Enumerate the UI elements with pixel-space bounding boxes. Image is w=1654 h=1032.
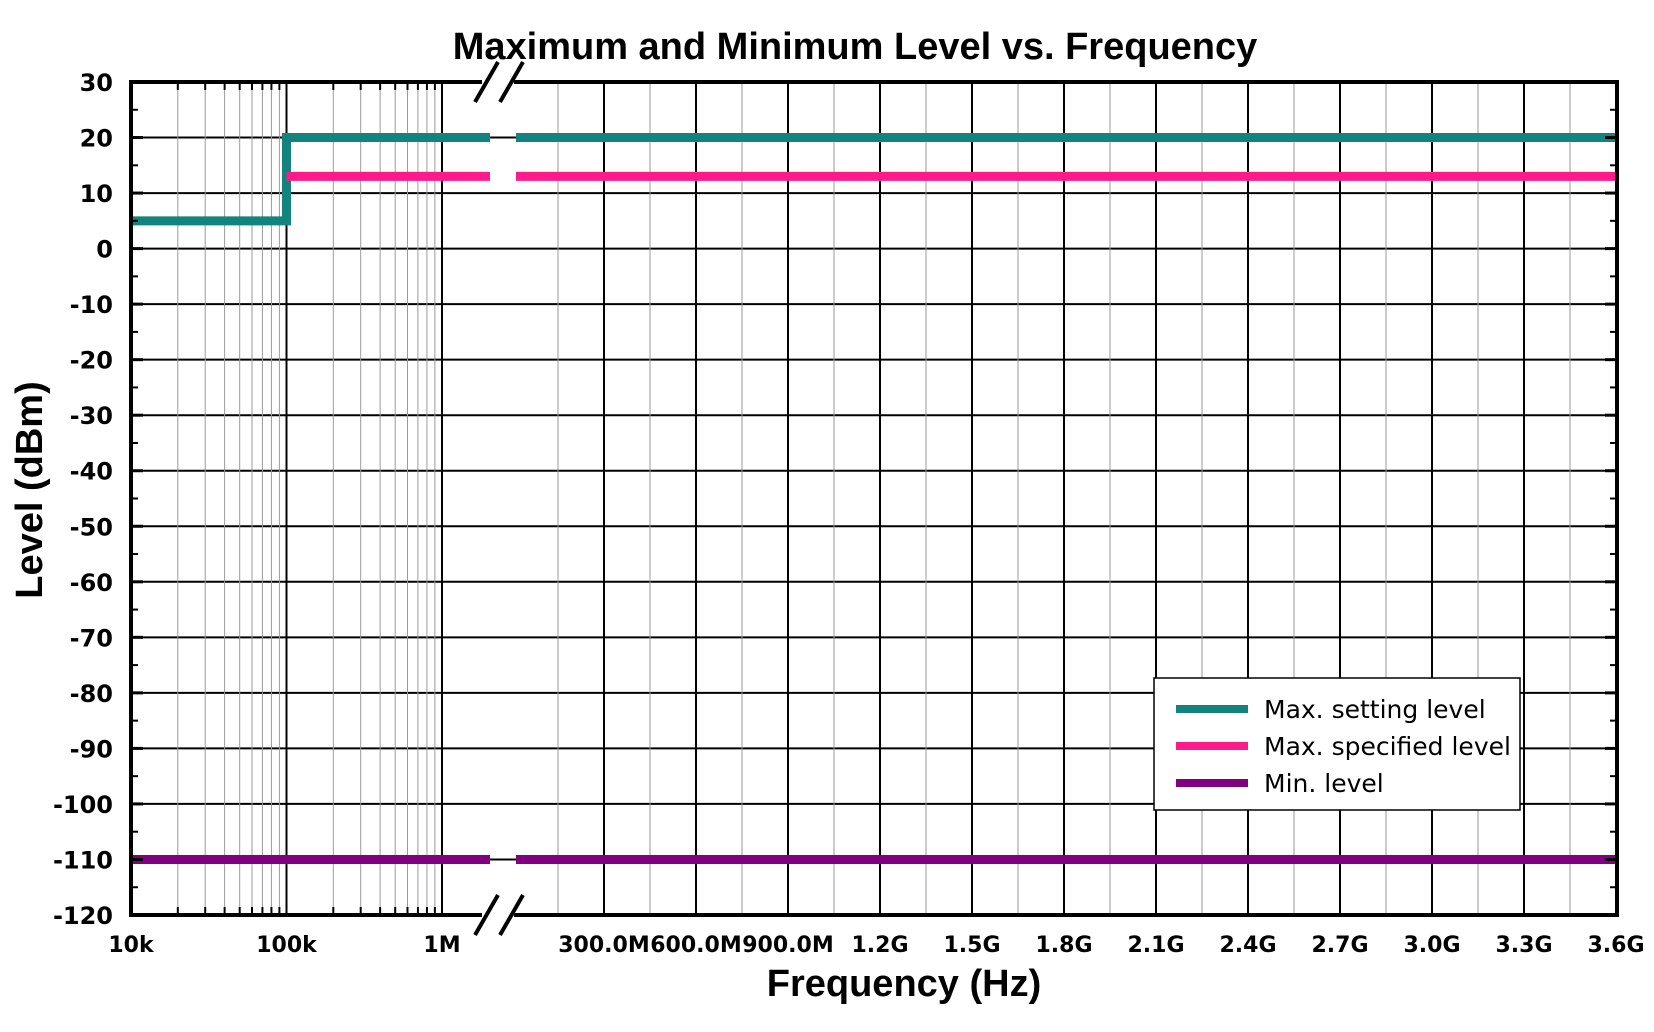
y-tick-label: -80 — [70, 680, 113, 708]
x-tick-label: 1.2G — [851, 933, 908, 958]
y-tick-label: -20 — [70, 347, 113, 375]
y-tick-label: -60 — [70, 569, 113, 597]
axis-break — [473, 61, 525, 936]
y-tick-label: -30 — [70, 402, 113, 430]
x-tick-label: 1.8G — [1035, 933, 1092, 958]
x-tick-label: 3.0G — [1403, 933, 1460, 958]
legend-label: Min. level — [1264, 769, 1384, 798]
x-tick-label: 3.6G — [1587, 933, 1644, 958]
axis-break-slash — [473, 894, 500, 936]
legend-label: Max. setting level — [1264, 695, 1486, 724]
y-tick-label: -70 — [70, 624, 113, 652]
y-tick-label: -90 — [70, 735, 113, 763]
y-tick-label: -100 — [53, 791, 113, 819]
y-tick-label: 0 — [96, 236, 113, 264]
x-tick-label: 1.5G — [943, 933, 1000, 958]
x-tick-label: 2.4G — [1219, 933, 1276, 958]
chart-title: Maximum and Minimum Level vs. Frequency — [453, 26, 1258, 68]
x-tick-label: 3.3G — [1495, 933, 1552, 958]
x-tick-label: 1M — [423, 933, 460, 958]
axis-break-slash — [473, 61, 500, 103]
x-tick-label: 300.0M — [558, 933, 649, 958]
y-axis-label: Level (dBm) — [9, 381, 51, 598]
legend: Max. setting level Max. specified level Mi… — [1153, 677, 1521, 811]
y-tick-label: 30 — [80, 69, 113, 97]
y-tick-label: 10 — [80, 180, 113, 208]
x-tick-label: 900.0M — [742, 933, 833, 958]
x-tick-labels: 10k 100k 1M 300.0M 600.0M 900.0M 1.2G 1.5G 1.8G 2… — [108, 933, 1644, 958]
axis-break-slash — [498, 61, 525, 103]
x-tick-label: 600.0M — [650, 933, 741, 958]
y-tick-label: -50 — [70, 513, 113, 541]
x-tick-label: 2.1G — [1127, 933, 1184, 958]
y-tick-label: -10 — [70, 291, 113, 319]
y-tick-label: -110 — [53, 846, 113, 874]
tick-marks — [130, 80, 1617, 917]
y-tick-labels: 30 20 10 0 -10 -20 -30 -40 -50 -60 -70 -80 -90 -100 -1… — [53, 69, 113, 930]
y-tick-label: -40 — [70, 458, 113, 486]
series-lines — [131, 133, 1617, 864]
legend-label: Max. specified level — [1264, 732, 1511, 761]
x-tick-label: 10k — [108, 933, 155, 958]
axis-break-slash — [498, 894, 525, 936]
x-axis-label: Frequency (Hz) — [767, 963, 1041, 1005]
y-tick-label: -120 — [53, 902, 113, 930]
x-tick-label: 100k — [256, 933, 318, 958]
y-tick-label: 20 — [80, 125, 113, 153]
x-tick-label: 2.7G — [1311, 933, 1368, 958]
